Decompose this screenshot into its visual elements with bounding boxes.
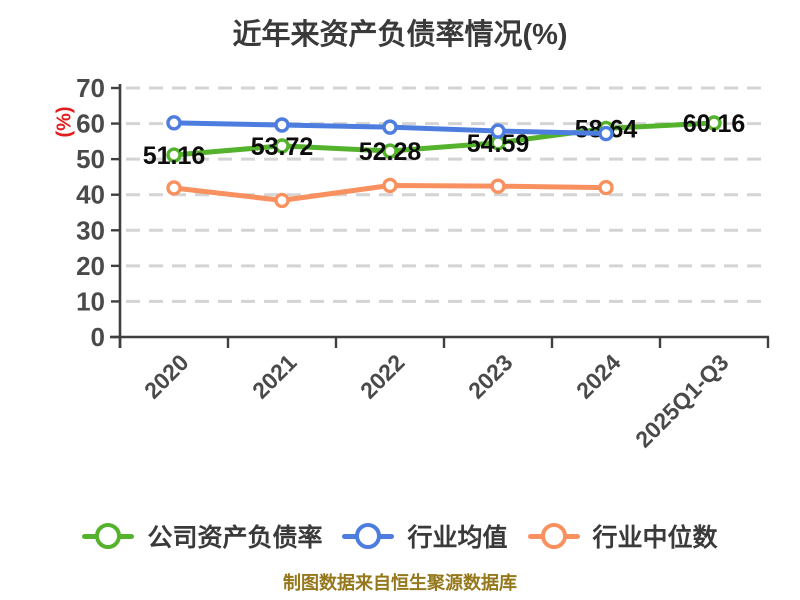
legend-item-company-ratio[interactable]: 公司资产负债率 [82, 518, 322, 554]
x-tick-label: 2021 [247, 349, 302, 404]
legend-circle-icon [540, 523, 567, 549]
data-point [274, 192, 290, 209]
data-point [598, 125, 614, 142]
y-tick-label: 70 [76, 73, 105, 103]
legend-item-industry-mean[interactable]: 行业均值 [342, 518, 508, 554]
y-tick-label: 20 [76, 251, 105, 281]
data-point [274, 117, 290, 133]
legend-marker-orange [527, 520, 580, 552]
data-point [166, 147, 182, 163]
series-line-0 [171, 120, 717, 158]
legend-label: 公司资产负债率 [147, 524, 323, 552]
x-tick-label: 2020 [139, 349, 194, 404]
data-point [382, 177, 398, 194]
data-source-note: 制图数据来自恒生聚源数据库 [283, 573, 517, 593]
data-label: 51.16 [143, 142, 206, 170]
x-tick-label: 2023 [463, 349, 518, 404]
data-point [166, 115, 182, 131]
legend-circle-icon [355, 523, 382, 549]
data-point [382, 119, 398, 135]
data-label: 60.16 [683, 110, 746, 138]
data-point [490, 123, 506, 139]
y-tick-label: 30 [76, 215, 105, 245]
y-tick-label: 60 [76, 109, 105, 139]
data-point [598, 179, 614, 196]
legend-item-industry-median[interactable]: 行业中位数 [527, 518, 718, 554]
y-tick-label: 40 [76, 180, 105, 210]
y-tick-label: 0 [91, 322, 105, 352]
data-point [382, 143, 398, 159]
x-tick-label: 2022 [355, 349, 410, 404]
y-tick-label: 50 [76, 144, 105, 174]
y-tick-label: 10 [76, 286, 105, 316]
data-point [706, 115, 722, 131]
legend-label: 行业均值 [407, 524, 508, 552]
legend-marker-green [82, 520, 135, 552]
data-label: 53.72 [251, 133, 314, 161]
legend-marker-blue [342, 520, 395, 552]
data-point [490, 178, 506, 194]
chart-legend: 公司资产负债率 行业均值 行业中位数 [0, 518, 800, 554]
chart-title: 近年来资产负债率情况(%) [232, 19, 568, 51]
x-tick-label: 2024 [571, 349, 626, 404]
x-tick-label: 2025Q1-Q3 [630, 349, 733, 452]
legend-label: 行业中位数 [592, 524, 718, 552]
data-label: 52.28 [359, 138, 422, 166]
data-point [274, 138, 290, 154]
legend-circle-icon [95, 523, 122, 549]
line-chart-plot: 0 10 20 30 40 50 60 70 2020 2021 2022 2023 2024 2025Q… [76, 73, 770, 453]
data-point [166, 180, 182, 196]
